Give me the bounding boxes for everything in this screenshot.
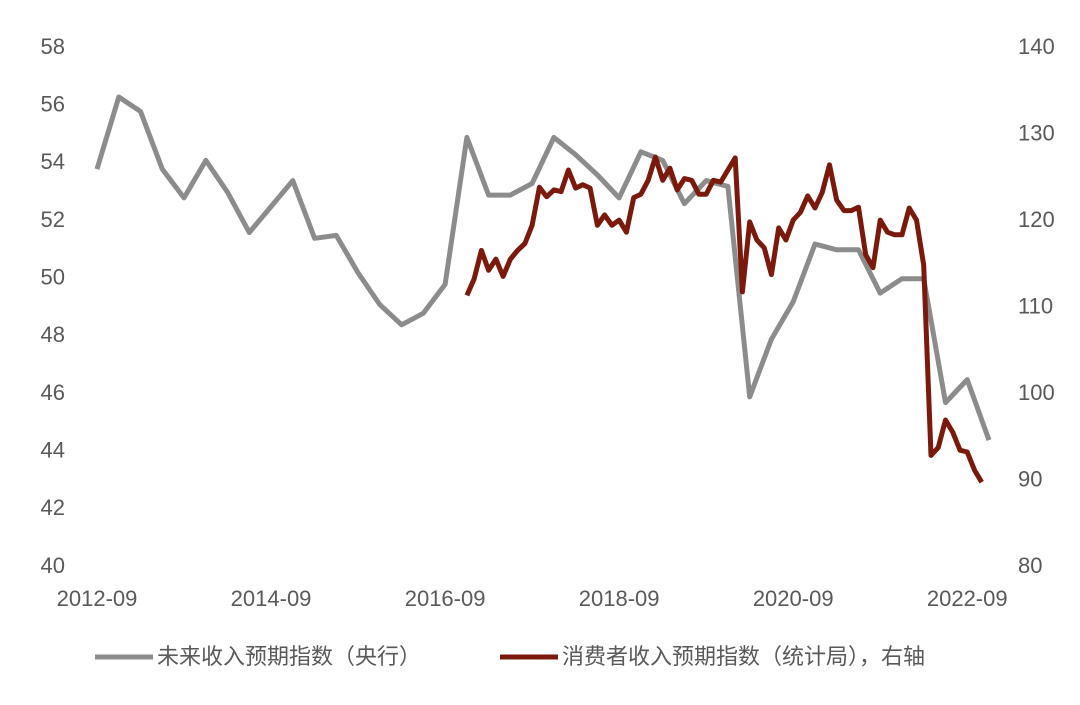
legend-label: 消费者收入预期指数（统计局），右轴 [562,644,925,669]
x-tick-label: 2022-09 [927,586,1008,611]
x-tick-label: 2012-09 [57,586,138,611]
y2-tick-label: 130 [1018,120,1055,145]
x-tick-label: 2016-09 [405,586,486,611]
y2-tick-label: 110 [1018,293,1053,318]
y-tick-label: 44 [41,437,65,462]
series-line [464,154,984,484]
y-tick-label: 52 [41,207,65,232]
y-tick-label: 54 [41,149,65,174]
y2-tick-label: 90 [1018,466,1042,491]
legend-label: 未来收入预期指数（央行） [157,644,421,669]
y-tick-label: 42 [41,495,65,520]
series-line [94,94,992,441]
y-tick-label: 46 [41,380,65,405]
y-tick-label: 56 [41,91,65,116]
y-tick-label: 58 [41,34,65,59]
y2-tick-label: 120 [1018,207,1055,232]
x-tick-label: 2014-09 [231,586,312,611]
y2-tick-label: 100 [1018,380,1055,405]
x-tick-label: 2020-09 [753,586,834,611]
x-tick-label: 2018-09 [579,586,660,611]
y2-tick-label: 80 [1018,553,1042,578]
y2-tick-label: 140 [1018,34,1055,59]
y-tick-label: 48 [41,322,65,347]
y-tick-label: 40 [41,553,65,578]
y-tick-label: 50 [41,264,65,289]
